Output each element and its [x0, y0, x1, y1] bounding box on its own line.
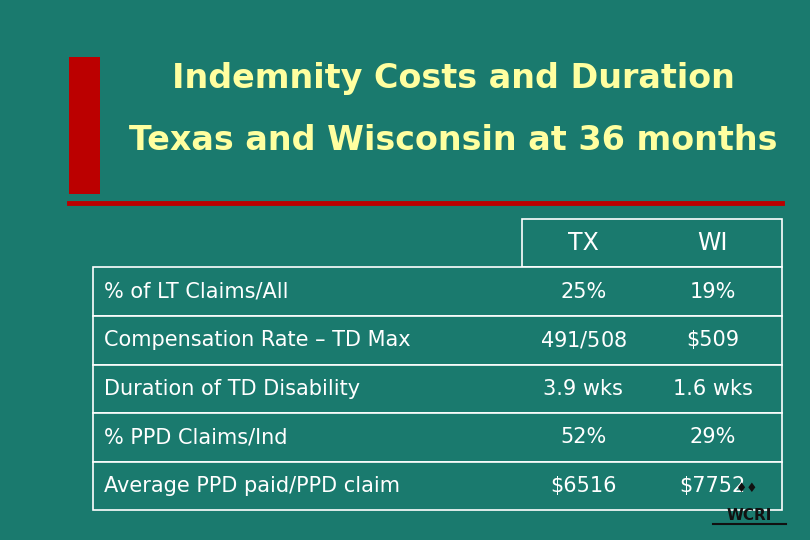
Text: WCRI: WCRI — [727, 508, 772, 523]
Text: Compensation Rate – TD Max: Compensation Rate – TD Max — [104, 330, 411, 350]
Bar — [69, 57, 100, 194]
Text: 52%: 52% — [560, 427, 607, 448]
Bar — [93, 413, 782, 462]
Text: 29%: 29% — [689, 427, 736, 448]
Text: 3.9 wks: 3.9 wks — [544, 379, 623, 399]
Bar — [522, 219, 782, 267]
Bar — [93, 462, 782, 510]
Text: WI: WI — [697, 231, 728, 255]
Text: % of LT Claims/All: % of LT Claims/All — [104, 281, 289, 302]
Text: Duration of TD Disability: Duration of TD Disability — [104, 379, 360, 399]
Text: 1.6 wks: 1.6 wks — [673, 379, 752, 399]
Bar — [93, 364, 782, 413]
Bar — [93, 316, 782, 364]
Text: $6516: $6516 — [550, 476, 616, 496]
Text: $509: $509 — [686, 330, 740, 350]
Text: Indemnity Costs and Duration: Indemnity Costs and Duration — [173, 62, 735, 95]
Text: $7752: $7752 — [680, 476, 746, 496]
Text: 19%: 19% — [689, 281, 736, 302]
Text: % PPD Claims/Ind: % PPD Claims/Ind — [104, 427, 288, 448]
Text: 25%: 25% — [560, 281, 607, 302]
Text: Texas and Wisconsin at 36 months: Texas and Wisconsin at 36 months — [130, 124, 778, 157]
Text: ♦♦: ♦♦ — [735, 482, 758, 495]
Text: $491/$508: $491/$508 — [539, 330, 627, 350]
Bar — [93, 267, 782, 316]
Text: TX: TX — [568, 231, 599, 255]
Text: Average PPD paid/PPD claim: Average PPD paid/PPD claim — [104, 476, 400, 496]
